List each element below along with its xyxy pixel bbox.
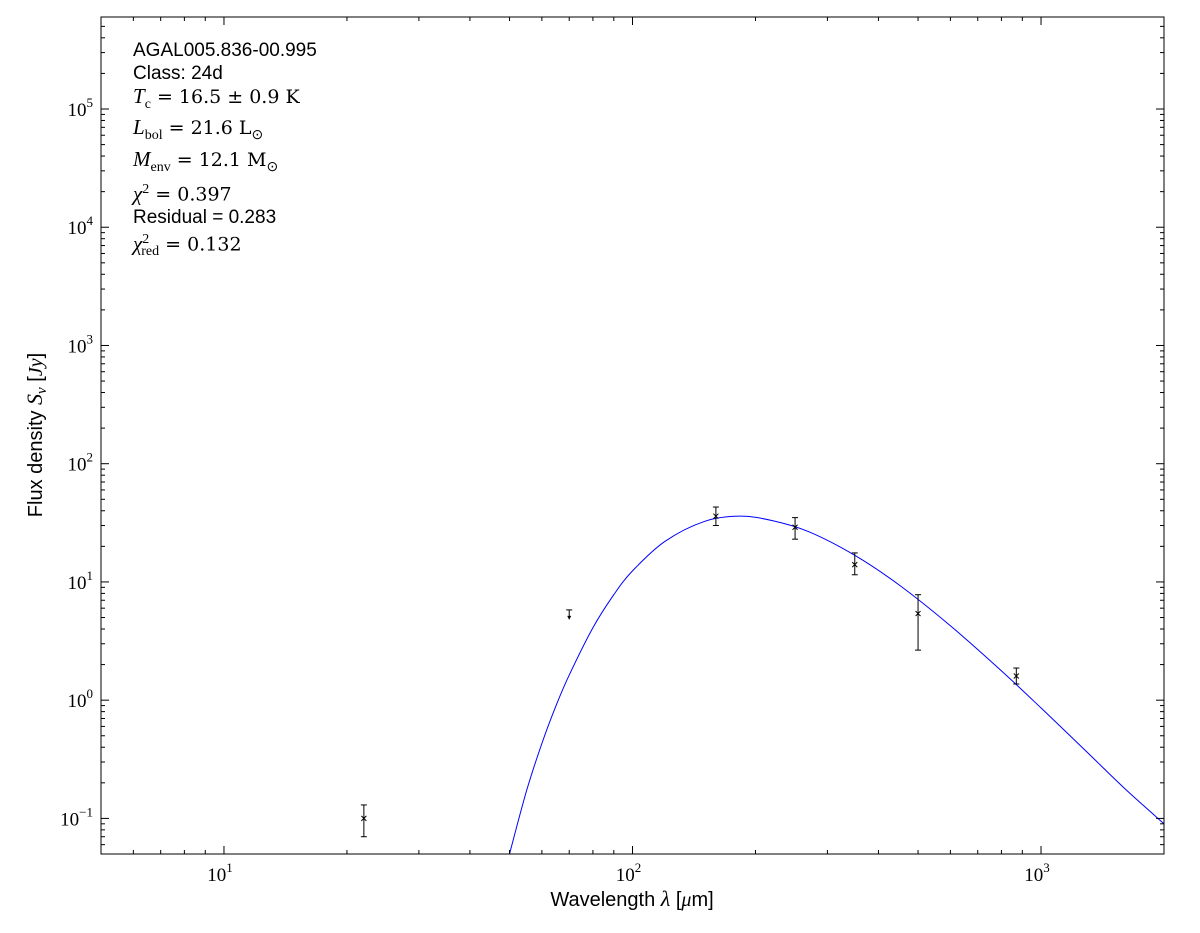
data-point [1013,667,1020,685]
tick-base: 10 [207,865,226,886]
source-class: Class: 24d [133,62,223,84]
luminosity-line: Lbol = 21.6 L⊙ [133,115,264,144]
x-tick-label: 102 [616,860,642,886]
tick-base: 10 [1024,865,1043,886]
y-tick-label: 10−1 [60,804,93,830]
x-marker [915,610,921,617]
y-tick-label: 102 [68,450,94,476]
tick-exponent: 3 [1043,860,1050,875]
x-marker [713,513,719,520]
y-tick-label: 105 [68,95,94,121]
x-marker [792,524,798,531]
model-curve [509,515,1164,854]
tick-base: 10 [616,865,635,886]
data-points-layer [360,506,1020,838]
y-tick-label: 103 [68,331,94,357]
residual-line: Residual = 0.283 [133,206,277,228]
data-point [360,804,367,838]
tick-exponent: 1 [226,860,233,875]
upper-limit-arrow [567,615,572,620]
tick-exponent: 0 [87,686,94,701]
data-point [851,552,858,576]
model-curve-layer [509,515,1164,854]
x-marker [851,561,858,568]
tick-base: 10 [68,100,87,121]
chi2-red-line: χ2red = 0.132 [133,231,242,260]
tick-exponent: 1 [87,568,94,583]
upper-limit [566,609,573,620]
data-point [792,517,799,540]
y-tick-label: 100 [68,686,94,712]
y-tick-label: 104 [68,213,94,239]
temperature-line: Tc = 16.5 ± 0.9 K [133,84,300,112]
x-marker [361,815,367,822]
tick-base: 10 [68,691,87,712]
tick-base: 10 [68,573,87,594]
tick-base: 10 [68,218,87,239]
fit-annotation: AGAL005.836-00.995 Class: 24d Tc = 16.5 … [133,40,317,264]
tick-exponent: −1 [79,804,93,819]
tick-exponent: 3 [87,331,94,346]
x-tick-label: 103 [1024,860,1050,886]
chi2-line: χ2 = 0.397 [133,181,232,206]
tick-exponent: 4 [87,213,94,228]
tick-exponent: 2 [87,450,94,465]
y-tick-label: 101 [68,568,94,594]
x-axis-title: Wavelength λ [μm] [550,886,713,911]
tick-base: 10 [68,336,87,357]
data-point [915,594,922,651]
tick-base: 10 [60,809,79,830]
mass-line: Menv = 12.1 M⊙ [133,146,279,175]
data-point [712,506,719,527]
tick-exponent: 5 [87,95,94,110]
tick-base: 10 [68,455,87,476]
y-axis-title: Flux density Sν [Jy] [22,353,50,517]
x-tick-label: 101 [207,860,233,886]
x-marker [1013,673,1020,679]
source-name: AGAL005.836-00.995 [133,40,317,61]
tick-exponent: 2 [635,860,642,875]
